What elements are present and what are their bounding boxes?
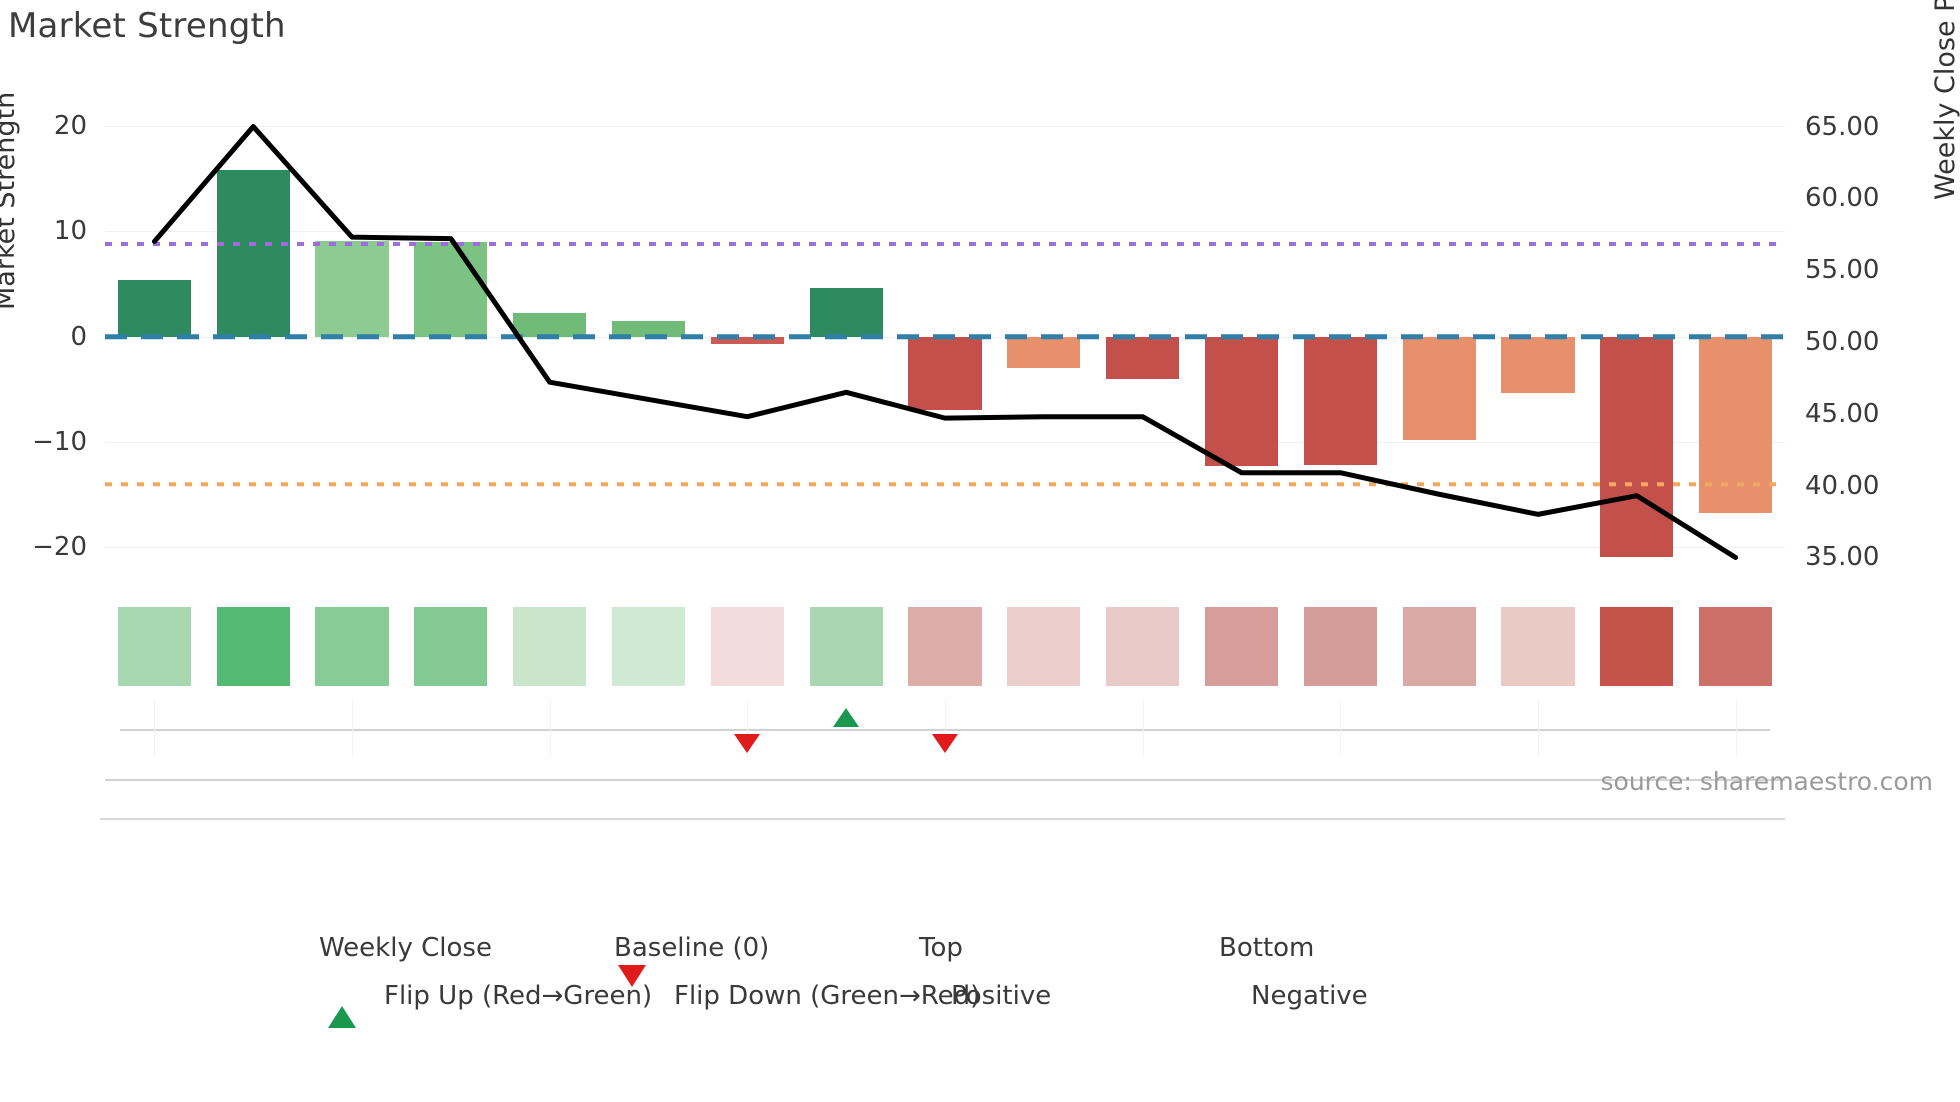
legend-label: Negative — [1251, 981, 1368, 1011]
legend-label: Baseline (0) — [614, 933, 770, 963]
legend-item-positive[interactable]: Positive — [905, 973, 1051, 1019]
flip-row-tick — [549, 700, 551, 756]
bar — [414, 241, 488, 337]
outer-frame-rule — [100, 818, 1785, 820]
heatmap-cell — [1106, 607, 1180, 686]
bar — [513, 312, 587, 337]
heatmap-cell — [315, 607, 389, 686]
bar — [1303, 336, 1377, 466]
triangle-up-icon — [310, 986, 384, 1028]
bar — [1007, 336, 1081, 369]
bar — [1501, 336, 1575, 393]
legend-item-bottom[interactable]: Bottom — [1205, 925, 1314, 971]
legend-label: Flip Up (Red→Green) — [384, 981, 653, 1011]
right-axis-tick: 35.00 — [1805, 542, 1880, 573]
chart-legend: Weekly Close Baseline (0) Top Bottom Flip U… — [0, 925, 1960, 1035]
bar — [1402, 336, 1476, 440]
heatmap-cell — [1699, 607, 1773, 686]
legend-item-top[interactable]: Top — [905, 925, 963, 971]
flip-row-tick — [1142, 700, 1144, 756]
circle-icon — [905, 987, 951, 1006]
bar — [908, 336, 982, 411]
right-axis-tick: 55.00 — [1805, 255, 1880, 286]
left-axis-tick: 0 — [70, 321, 87, 352]
legend-label: Weekly Close — [319, 933, 492, 963]
legend-item-flip-down[interactable]: Flip Down (Green→Red) — [600, 964, 981, 1019]
heatmap-cell — [1501, 607, 1575, 686]
gridline — [105, 547, 1785, 549]
left-axis-tick: −10 — [32, 427, 87, 458]
triangle-down-icon — [600, 964, 674, 1006]
legend-row-1: Weekly Close Baseline (0) Top Bottom — [0, 925, 1960, 971]
flip-row-tick — [154, 700, 156, 756]
heatmap-cell — [216, 607, 290, 686]
weekly-close-line-layer — [105, 124, 1785, 560]
strength-heatmap-strip — [105, 607, 1785, 686]
heatmap-cell — [1204, 607, 1279, 686]
heatmap-cell — [117, 607, 191, 686]
left-axis-tick: 20 — [53, 111, 87, 142]
legend-item-weekly-close[interactable]: Weekly Close — [305, 925, 492, 971]
gridline — [105, 442, 1785, 444]
page-title: Market Strength — [8, 6, 286, 46]
heatmap-cell — [513, 607, 587, 686]
bar — [216, 170, 290, 337]
legend-label: Positive — [951, 981, 1052, 1011]
bar — [1106, 336, 1180, 379]
left-axis-tick: −20 — [32, 532, 87, 563]
bar — [611, 320, 686, 337]
legend-label: Top — [919, 933, 963, 963]
flip-down-marker — [932, 734, 958, 753]
flip-row-tick — [1735, 700, 1737, 756]
chart-plot-area: 20 10 0 −10 −20 65.00 60.00 55.00 50.00 45.00 40.… — [32, 105, 1879, 579]
flip-row-tick — [945, 700, 946, 756]
heatmap-cell — [414, 607, 488, 686]
heatmap-cell — [611, 607, 686, 686]
flip-down-marker — [734, 734, 761, 753]
right-axis-label: Weekly Close Price — [1930, 0, 1960, 200]
bottom-rule — [105, 779, 1785, 781]
right-axis-tick: 65.00 — [1805, 111, 1880, 142]
flip-row-tick — [352, 700, 354, 756]
bar — [1204, 336, 1279, 467]
right-axis-tick: 60.00 — [1805, 183, 1880, 214]
right-axis-tick: 45.00 — [1805, 398, 1880, 429]
flip-row-tick — [747, 700, 749, 756]
legend-label: Bottom — [1219, 933, 1315, 963]
heatmap-cell — [710, 607, 784, 686]
heatmap-cell — [1007, 607, 1081, 686]
gridline — [105, 126, 1785, 128]
flip-up-marker — [833, 708, 860, 727]
legend-item-flip-up[interactable]: Flip Up (Red→Green) — [310, 973, 653, 1028]
legend-row-2: Flip Up (Red→Green) Flip Down (Green→Red)… — [0, 964, 1960, 1028]
legend-label: Flip Down (Green→Red) — [674, 981, 981, 1011]
right-axis-tick: 50.00 — [1805, 327, 1880, 357]
bar — [315, 240, 389, 337]
flip-row-tick — [1340, 700, 1342, 756]
left-axis-label: Market Strength — [0, 91, 21, 310]
weekly-close-line — [151, 124, 1739, 560]
legend-item-baseline[interactable]: Baseline (0) — [600, 925, 769, 971]
heatmap-cell — [1402, 607, 1476, 686]
source-attribution: source: sharemaestro.com — [1600, 767, 1934, 796]
heatmap-cell — [809, 607, 883, 686]
bar — [809, 288, 883, 337]
heatmap-cell — [908, 607, 982, 686]
gridline — [105, 231, 1785, 233]
circle-icon — [1205, 987, 1251, 1006]
bar — [1600, 336, 1674, 557]
flip-marker-row — [105, 700, 1785, 770]
legend-item-negative[interactable]: Negative — [1205, 973, 1368, 1019]
heatmap-cell — [1600, 607, 1674, 686]
heatmap-cell — [1303, 607, 1377, 686]
left-axis-tick: 10 — [53, 216, 87, 247]
bar — [117, 279, 191, 337]
right-axis-tick: 40.00 — [1805, 470, 1880, 501]
bar — [710, 336, 784, 345]
flip-row-tick — [1537, 700, 1539, 756]
